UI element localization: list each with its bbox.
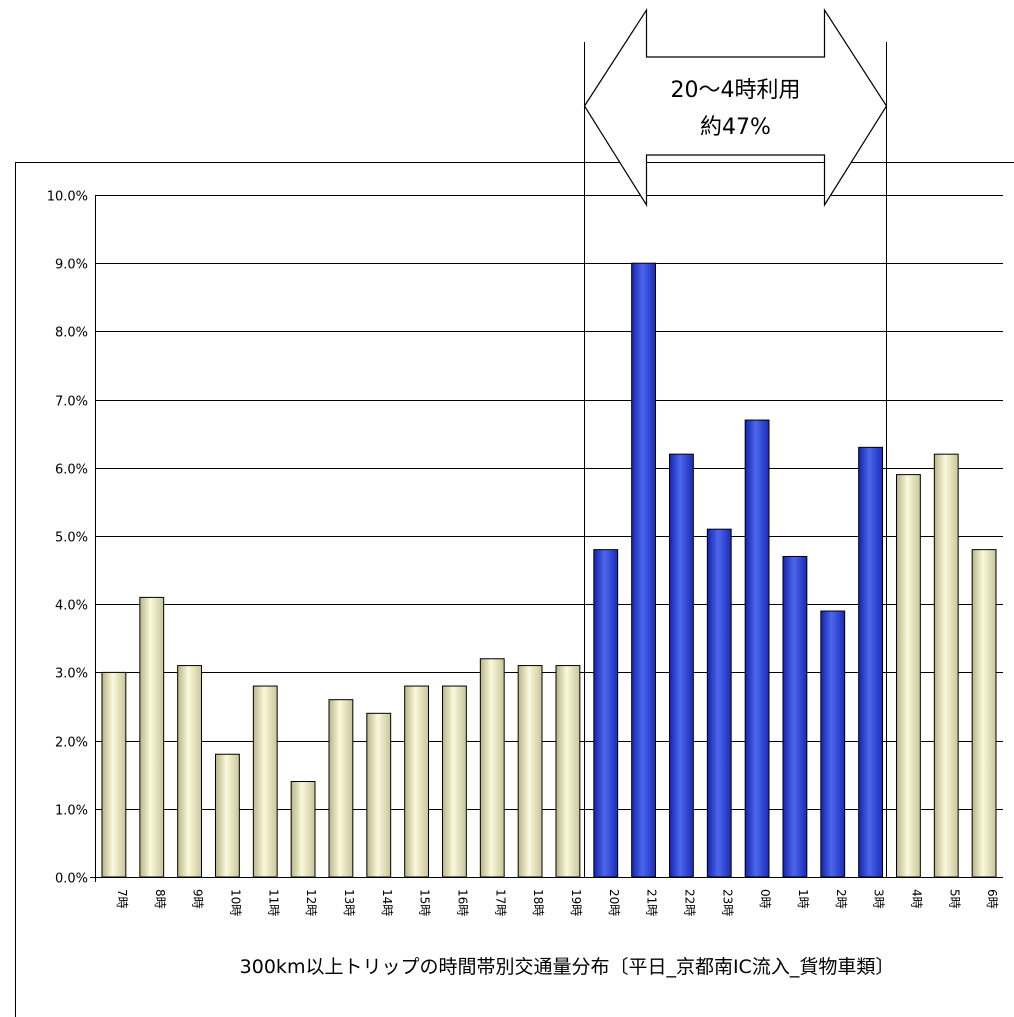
- x-tick-label: 1時: [796, 889, 810, 909]
- bar-highlight: [706, 528, 732, 878]
- bar: [139, 596, 165, 878]
- bar: [101, 671, 127, 878]
- y-tick-label: 9.0%: [55, 258, 88, 273]
- bar: [441, 685, 467, 878]
- bar-highlight: [593, 549, 619, 878]
- y-tick-label: 0.0%: [55, 872, 88, 887]
- bar-highlight: [744, 419, 770, 878]
- x-tick-label: 11時: [266, 889, 280, 916]
- x-tick-label: 2時: [834, 889, 848, 909]
- x-tick-label: 14時: [380, 889, 394, 916]
- y-tick-label: 5.0%: [55, 531, 88, 546]
- bar: [517, 665, 543, 878]
- bar: [479, 658, 505, 878]
- bar-highlight: [858, 446, 884, 878]
- x-tick-label: 18時: [531, 889, 545, 916]
- x-tick-label: 19時: [569, 889, 583, 916]
- chart-caption: 300km以上トリップの時間帯別交通量分布〔平日_京都南IC流入_貨物車類〕: [240, 956, 895, 978]
- x-tick-label: 23時: [720, 889, 734, 916]
- bar: [214, 753, 240, 878]
- x-tick-label: 22時: [682, 889, 696, 916]
- y-tick-label: 6.0%: [55, 463, 88, 478]
- x-tick-label: 13時: [342, 889, 356, 916]
- bar: [404, 685, 430, 878]
- y-tick-label: 1.0%: [55, 804, 88, 819]
- y-tick-label: 3.0%: [55, 667, 88, 682]
- bar-highlight: [820, 610, 846, 878]
- y-tick-label: 10.0%: [47, 190, 88, 205]
- bar: [177, 665, 203, 878]
- y-tick-label: 2.0%: [55, 736, 88, 751]
- bars: [101, 262, 997, 878]
- x-tick-label: 17時: [493, 889, 507, 916]
- x-tick-label: 12時: [304, 889, 318, 916]
- x-tick-label: 15時: [418, 889, 432, 916]
- x-tick-label: 7時: [115, 889, 129, 909]
- x-axis-labels: 7時 8時 9時 10時 11時 12時 13時 14時 15時 16時 17時 18時 19時 20時 2…: [115, 889, 999, 916]
- x-tick-label: 10時: [228, 889, 242, 916]
- bar: [252, 685, 278, 878]
- x-tick-label: 6時: [985, 889, 999, 909]
- x-tick-label: 5時: [947, 889, 961, 909]
- gridlines: [95, 195, 1003, 810]
- bar-highlight: [782, 555, 808, 878]
- highlight-annotation: 20～4時利用 約47%: [583, 7, 888, 877]
- double-arrow-shape: [583, 7, 888, 208]
- y-tick-label: 7.0%: [55, 395, 88, 410]
- x-tick-label: 20時: [607, 889, 621, 916]
- x-tick-label: 21時: [645, 889, 659, 916]
- bar: [328, 699, 354, 878]
- bar-highlight: [668, 453, 694, 878]
- bar-highlight: [631, 262, 657, 878]
- bar: [555, 665, 581, 878]
- y-tick-label: 4.0%: [55, 599, 88, 614]
- bar: [933, 453, 959, 878]
- y-tick-label: 8.0%: [55, 326, 88, 341]
- callout-label-line1: 20～4時利用: [671, 78, 801, 103]
- x-tick-label: 9時: [191, 889, 205, 909]
- x-tick-label: 3時: [872, 889, 886, 909]
- bar: [290, 781, 316, 878]
- x-tick-label: 4時: [909, 889, 923, 909]
- callout-label-line2: 約47%: [700, 115, 771, 140]
- bar: [895, 474, 921, 878]
- x-tick-label: 8時: [153, 889, 167, 909]
- x-tick-label: 0時: [758, 889, 772, 909]
- bar: [971, 549, 997, 878]
- y-axis-ticks: 0.0% 1.0% 2.0% 3.0% 4.0% 5.0% 6.0% 7.0% 8.0% 9.0%…: [47, 190, 88, 887]
- x-tick-label: 16時: [455, 889, 469, 916]
- bar: [366, 712, 392, 878]
